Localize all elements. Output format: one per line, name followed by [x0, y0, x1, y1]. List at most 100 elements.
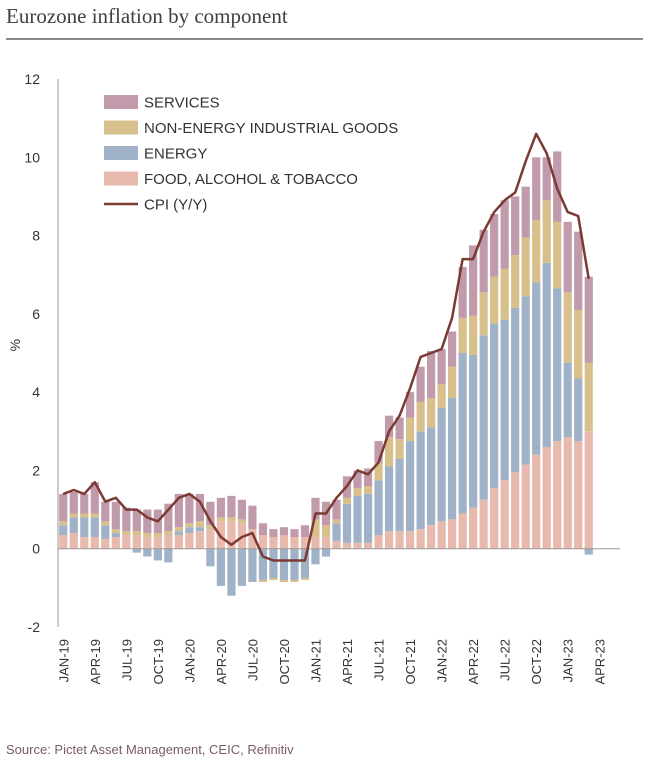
bar-goods: [532, 219, 541, 283]
bar-services: [511, 196, 520, 256]
bar-services: [185, 493, 194, 524]
cpi-point: [419, 356, 422, 358]
cpi-point: [188, 493, 190, 495]
y-tick-label: 8: [32, 228, 40, 244]
bar-food: [448, 519, 457, 549]
bar-services: [164, 503, 173, 532]
bar-goods: [363, 486, 373, 494]
bar-food: [384, 531, 394, 549]
cpi-point: [115, 497, 117, 499]
bar-services: [532, 157, 541, 220]
bar-goods: [553, 221, 562, 289]
y-axis-label: %: [7, 339, 23, 351]
bar-food: [311, 536, 320, 549]
cpi-point: [167, 508, 169, 511]
cpi-point: [430, 352, 432, 354]
bar-goods: [101, 521, 110, 526]
legend-swatch-food: [104, 171, 138, 186]
bar-goods: [395, 439, 404, 459]
bar-energy: [405, 441, 415, 532]
bar-goods: [342, 497, 352, 504]
bar-food: [227, 521, 236, 549]
cpi-point: [146, 516, 148, 518]
bar-energy: [80, 517, 89, 537]
bar-services: [584, 276, 593, 363]
bar-energy: [300, 548, 310, 579]
bar-goods: [490, 276, 499, 324]
bar-goods: [384, 437, 394, 467]
bar-food: [101, 538, 110, 549]
bar-food: [405, 531, 415, 549]
x-tick-label: JUL-21: [372, 639, 387, 681]
bar-goods: [500, 268, 509, 320]
cpi-line: [62, 132, 590, 562]
bar-food: [553, 441, 562, 549]
bar-goods: [90, 513, 99, 518]
x-tick-label: JUL-19: [119, 639, 134, 681]
bar-energy: [563, 362, 572, 438]
cpi-point: [230, 544, 233, 546]
cpi-point: [409, 387, 411, 389]
bar-food: [321, 536, 331, 549]
y-tick-label: 10: [24, 149, 40, 165]
bar-services: [195, 493, 204, 522]
cpi-point: [304, 559, 306, 562]
x-tick-label: APR-21: [340, 639, 355, 685]
bar-energy: [321, 548, 331, 557]
bar-food: [174, 535, 183, 549]
bar-goods: [195, 521, 204, 528]
bar-energy: [374, 480, 383, 536]
bar-goods: [111, 529, 120, 534]
bar-food: [122, 535, 131, 549]
bar-energy: [532, 282, 541, 455]
bar-services: [248, 505, 257, 530]
bar-services: [521, 186, 530, 238]
bar-food: [69, 533, 78, 549]
bar-goods: [132, 531, 141, 536]
bar-services: [448, 331, 457, 367]
bar-goods: [143, 533, 152, 537]
cpi-point: [398, 415, 401, 417]
bar-energy: [521, 296, 530, 465]
bar-food: [542, 446, 551, 549]
bar-energy: [469, 354, 478, 508]
bar-services: [69, 491, 78, 514]
cpi-point: [356, 469, 359, 472]
bar-services: [395, 417, 404, 440]
bar-services: [269, 529, 278, 537]
cpi-point: [483, 231, 485, 233]
x-tick-label: OCT-21: [403, 639, 418, 685]
bar-energy: [153, 548, 162, 561]
x-tick-label: APR-19: [88, 639, 103, 685]
bar-food: [269, 536, 278, 549]
bar-food: [363, 542, 373, 549]
bar-services: [405, 392, 415, 418]
y-tick-label: 0: [32, 541, 40, 557]
bar-goods: [69, 513, 78, 518]
bar-food: [195, 531, 204, 549]
bar-energy: [395, 458, 404, 532]
cpi-point: [241, 536, 243, 538]
bar-energy: [511, 307, 520, 473]
bar-food: [206, 529, 215, 549]
bar-goods: [458, 317, 467, 353]
bar-goods: [237, 519, 247, 524]
bar-goods: [80, 513, 89, 518]
bar-food: [342, 542, 352, 549]
cpi-point: [335, 497, 338, 499]
bar-energy: [101, 525, 110, 539]
cpi-point: [346, 485, 348, 487]
bar-goods: [353, 488, 362, 496]
bar-energy: [216, 548, 226, 586]
bar-goods: [521, 237, 530, 297]
bar-food: [90, 536, 99, 549]
bar-services: [111, 501, 120, 530]
bar-services: [290, 529, 299, 537]
bar-energy: [206, 548, 215, 567]
legend-label: ENERGY: [144, 146, 207, 163]
bar-food: [300, 536, 310, 549]
cpi-point: [514, 191, 516, 194]
bar-energy: [353, 495, 362, 543]
cpi-point: [125, 508, 127, 511]
bar-food: [111, 536, 120, 549]
